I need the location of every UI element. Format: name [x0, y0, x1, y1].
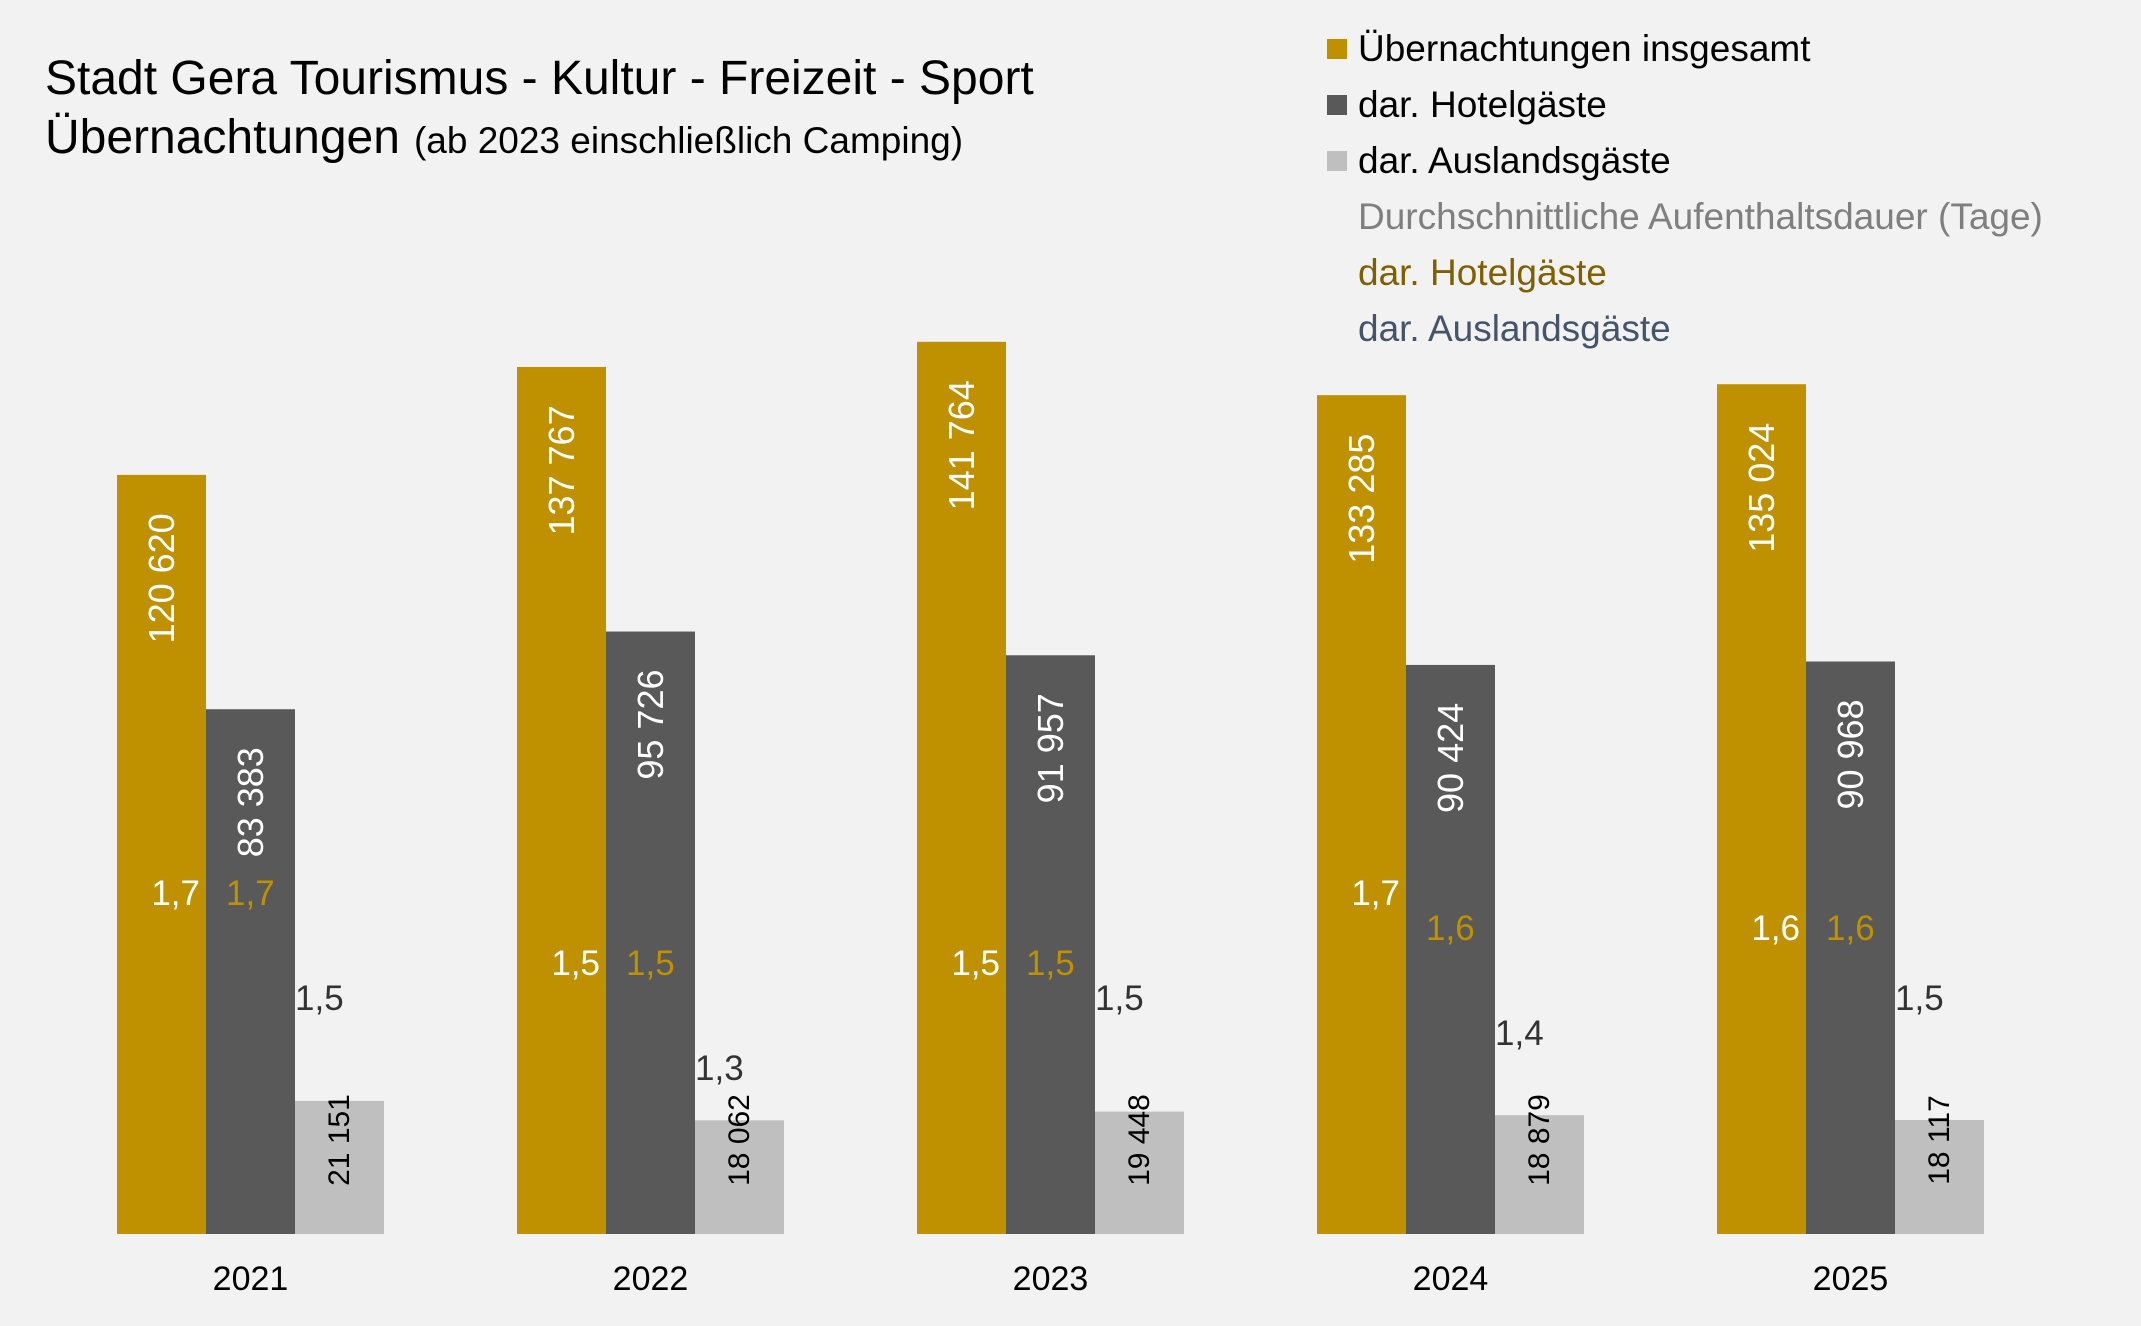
duration-label-hotel-2021: 1,7 [226, 874, 275, 913]
x-axis: 2021 2022 2023 2024 2025 [213, 1260, 1889, 1298]
bar-label-total-2022: 137 767 [541, 405, 582, 535]
x-tick-label-2023: 2023 [1013, 1260, 1089, 1298]
bar-label-foreign-2024: 18 879 [1523, 1094, 1556, 1186]
chart-subtitle: Übernachtungen (ab 2023 einschließlich Ca… [45, 111, 963, 164]
bar-hotel-2021 [206, 709, 295, 1234]
duration-label-hotel-2025: 1,6 [1826, 909, 1875, 948]
bar-label-total-2025: 135 024 [1741, 423, 1782, 553]
duration-label-total-2022: 1,5 [551, 944, 600, 983]
duration-label-total-2024: 1,7 [1351, 874, 1400, 913]
duration-label-foreign-2021: 1,5 [295, 979, 344, 1018]
bar-hotel-2025 [1806, 661, 1895, 1234]
legend: Übernachtungen insgesamt dar. Hotelgäste… [1327, 28, 2043, 349]
duration-label-total-2023: 1,5 [951, 944, 1000, 983]
chart-title: Stadt Gera Tourismus - Kultur - Freizeit… [45, 52, 1034, 105]
x-tick-label-2024: 2024 [1413, 1260, 1489, 1298]
legend-label-duration-heading: Durchschnittliche Aufenthaltsdauer (Tage… [1358, 196, 2043, 237]
bar-label-foreign-2023: 19 448 [1123, 1094, 1156, 1186]
legend-label-duration-hotel: dar. Hotelgäste [1358, 252, 1607, 293]
bar-label-hotel-2024: 90 424 [1430, 703, 1471, 813]
x-tick-label-2025: 2025 [1813, 1260, 1889, 1298]
duration-label-foreign-2025: 1,5 [1895, 979, 1944, 1018]
bar-hotel-2022 [606, 631, 695, 1234]
x-tick-label-2022: 2022 [613, 1260, 689, 1298]
bar-foreign-2023 [1095, 1111, 1184, 1234]
bar-foreign-2022 [695, 1120, 784, 1234]
bar-label-hotel-2022: 95 726 [630, 669, 671, 779]
bar-total-2021 [117, 474, 206, 1234]
legend-label-hotel: dar. Hotelgäste [1358, 84, 1607, 125]
bar-foreign-2025 [1895, 1119, 1984, 1234]
bars [117, 341, 1984, 1235]
bar-label-total-2024: 133 285 [1341, 434, 1382, 564]
bar-foreign-2021 [295, 1100, 384, 1234]
bar-label-foreign-2022: 18 062 [723, 1094, 756, 1186]
duration-label-hotel-2023: 1,5 [1026, 944, 1075, 983]
bar-labels: 120 620 83 383 21 151 137 767 95 726 18 062 14… [141, 380, 1956, 1186]
legend-label-total: Übernachtungen insgesamt [1358, 28, 1811, 69]
legend-label-duration-foreign: dar. Auslandsgäste [1358, 308, 1671, 349]
duration-label-total-2025: 1,6 [1751, 909, 1800, 948]
duration-label-hotel-2024: 1,6 [1426, 909, 1475, 948]
bar-total-2025 [1717, 384, 1806, 1235]
duration-label-foreign-2022: 1,3 [695, 1049, 744, 1088]
duration-label-total-2021: 1,7 [151, 874, 200, 913]
legend-swatch-foreign [1327, 151, 1347, 171]
bar-label-hotel-2023: 91 957 [1030, 693, 1071, 803]
bar-label-hotel-2021: 83 383 [230, 747, 271, 857]
legend-label-foreign: dar. Auslandsgäste [1358, 140, 1671, 181]
duration-label-hotel-2022: 1,5 [626, 944, 675, 983]
duration-label-foreign-2024: 1,4 [1495, 1014, 1544, 1053]
chart-subtitle-note: (ab 2023 einschließlich Camping) [414, 120, 963, 161]
bar-label-total-2023: 141 764 [941, 380, 982, 510]
bar-label-total-2021: 120 620 [141, 513, 182, 643]
legend-swatch-hotel [1327, 95, 1347, 115]
bar-total-2024 [1317, 395, 1406, 1234]
x-tick-label-2021: 2021 [213, 1260, 289, 1298]
chart-subtitle-main: Übernachtungen [45, 111, 400, 164]
duration-labels: 1,7 1,7 1,5 1,5 1,5 1,3 1,5 1,5 1,5 1,7 1,6 1,4 1,6 1… [151, 874, 1943, 1088]
bar-label-hotel-2025: 90 968 [1830, 699, 1871, 809]
bar-foreign-2024 [1495, 1115, 1584, 1234]
duration-label-foreign-2023: 1,5 [1095, 979, 1144, 1018]
bar-hotel-2023 [1006, 655, 1095, 1234]
bar-total-2022 [517, 366, 606, 1234]
legend-swatch-total [1327, 39, 1347, 59]
bar-total-2023 [917, 341, 1006, 1235]
bar-label-foreign-2021: 21 151 [323, 1094, 356, 1186]
bar-label-foreign-2025: 18 117 [1923, 1095, 1956, 1185]
bar-hotel-2024 [1406, 664, 1495, 1234]
